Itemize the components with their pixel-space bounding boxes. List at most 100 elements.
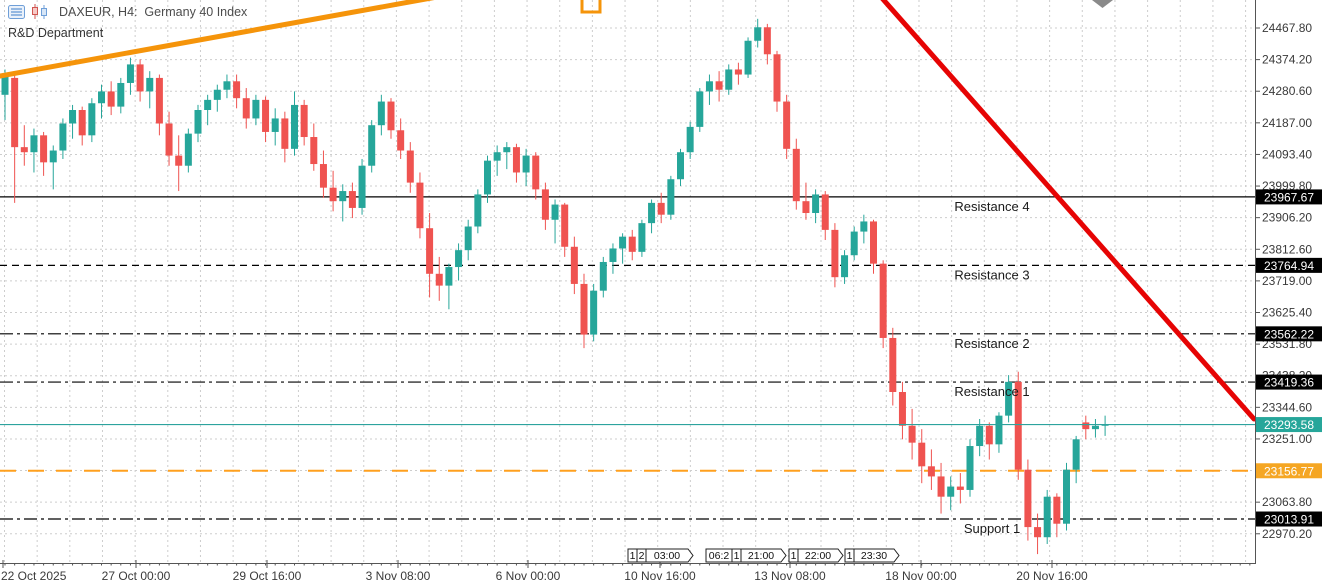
candle-body xyxy=(792,148,800,202)
candle-body xyxy=(522,155,530,173)
candle-body xyxy=(1014,381,1022,470)
candle-body xyxy=(300,104,308,138)
candle-body xyxy=(927,466,935,477)
candle-body xyxy=(291,104,298,149)
candle-body xyxy=(445,267,453,286)
candle-body xyxy=(860,221,868,232)
candle-body xyxy=(956,486,964,490)
svg-text:21:00: 21:00 xyxy=(748,550,774,562)
level-label-support-1: Support 1 xyxy=(964,521,1020,536)
candle-body xyxy=(638,223,646,252)
candle-body xyxy=(628,236,636,252)
candle-body xyxy=(898,391,906,426)
price-tick-label: 23625.40 xyxy=(1262,305,1312,319)
price-tag-23156.77 xyxy=(1256,463,1322,479)
candle-body xyxy=(715,81,723,90)
price-tick-label: 23344.60 xyxy=(1262,400,1312,414)
candle-body xyxy=(1043,496,1051,538)
candle-body xyxy=(512,147,520,173)
candle-body xyxy=(223,81,231,90)
price-tick-label: 24093.40 xyxy=(1262,147,1312,161)
descending-trendline[interactable] xyxy=(880,0,1257,422)
time-tag-21:00[interactable] xyxy=(740,548,787,563)
time-tick-label: 20 Nov 16:00 xyxy=(1016,569,1088,583)
candle-body xyxy=(406,150,414,183)
candle-body xyxy=(570,246,578,284)
ascending-trendline[interactable] xyxy=(0,0,437,79)
candle-body xyxy=(677,152,684,180)
candle-body xyxy=(11,77,19,148)
candle-body xyxy=(821,194,829,230)
candle-body xyxy=(20,147,28,153)
candle-body xyxy=(377,101,385,126)
candle-body xyxy=(30,135,38,153)
candle-body xyxy=(1053,496,1061,524)
level-label-resistance-1: Resistance 1 xyxy=(954,384,1029,399)
price-tick-label: 24187.00 xyxy=(1262,116,1312,130)
price-tag-23419.36 xyxy=(1256,374,1322,390)
svg-text:1: 1 xyxy=(791,550,797,562)
candle-body xyxy=(947,486,955,497)
candle-body xyxy=(184,133,192,166)
candle-body xyxy=(918,442,926,467)
candle-body xyxy=(831,229,839,278)
time-tick-label: 22 Oct 2025 xyxy=(1,569,67,583)
candle-body xyxy=(1005,381,1013,416)
candle-body xyxy=(426,228,434,274)
price-tick-label: 23719.00 xyxy=(1262,274,1312,288)
time-tick-label: 6 Nov 00:00 xyxy=(496,569,561,583)
candle-body xyxy=(416,182,424,229)
candle-body xyxy=(126,64,134,83)
candle-body xyxy=(117,82,125,107)
candle-body xyxy=(252,99,260,119)
svg-text:23:30: 23:30 xyxy=(861,550,887,562)
candle-body xyxy=(319,164,327,188)
chart-header: DAXEUR, H4: Germany 40 Index xyxy=(8,4,247,19)
candlestick-chart-icon[interactable] xyxy=(31,4,49,19)
candle-body xyxy=(1,74,9,95)
time-tag-22:00[interactable] xyxy=(797,548,844,563)
svg-text:1: 1 xyxy=(734,550,740,562)
candle-body xyxy=(329,187,337,202)
price-tag-text: 23967.67 xyxy=(1264,190,1314,204)
svg-text:06:2: 06:2 xyxy=(709,550,730,562)
price-tag-text: 23419.36 xyxy=(1264,376,1314,390)
candle-body xyxy=(271,118,279,132)
candle-body xyxy=(725,69,733,90)
candle-body xyxy=(146,77,154,92)
price-tag-text: 23562.22 xyxy=(1264,327,1314,341)
candle-body xyxy=(1091,425,1099,430)
market-watch-icon[interactable] xyxy=(8,4,25,19)
price-tag-23967.67 xyxy=(1256,189,1322,205)
candle-body xyxy=(841,255,849,278)
candle-body xyxy=(310,137,318,165)
candle-body xyxy=(281,118,289,149)
candle-body xyxy=(696,91,704,127)
candle-body xyxy=(464,226,472,251)
candle-body xyxy=(262,99,270,132)
chart-shift-marker[interactable] xyxy=(1092,0,1113,8)
candle-body xyxy=(1082,422,1090,430)
candle-body xyxy=(754,27,762,41)
candle-body xyxy=(435,273,443,286)
candle-body xyxy=(609,248,617,262)
candles xyxy=(1,18,1109,555)
candle-body xyxy=(937,476,945,497)
price-tag-23013.91 xyxy=(1256,511,1322,527)
candle-body xyxy=(59,123,67,151)
time-tick-label: 27 Oct 00:00 xyxy=(102,569,171,583)
candle-body xyxy=(995,415,1003,445)
time-tag-03:00[interactable] xyxy=(645,548,694,563)
candle-body xyxy=(339,191,347,202)
time-tag-23:30[interactable] xyxy=(853,548,900,563)
candle-body xyxy=(802,201,810,214)
candle-body xyxy=(348,191,356,208)
candle-body xyxy=(493,152,501,161)
candle-body xyxy=(705,81,713,92)
trendline-handle[interactable] xyxy=(580,0,602,14)
candle-body xyxy=(744,40,752,75)
candle-body xyxy=(667,179,675,215)
candle-body xyxy=(165,123,173,156)
